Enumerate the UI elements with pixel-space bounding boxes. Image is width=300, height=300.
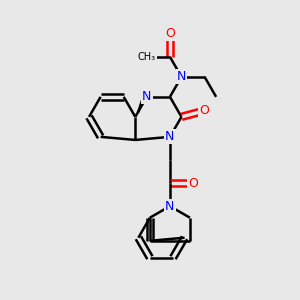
Text: N: N <box>165 200 175 213</box>
Text: N: N <box>165 130 175 143</box>
Text: N: N <box>177 70 186 83</box>
Text: O: O <box>199 104 209 117</box>
Text: O: O <box>188 177 198 190</box>
Text: O: O <box>165 27 175 40</box>
Text: CH₃: CH₃ <box>138 52 156 62</box>
Text: N: N <box>142 90 152 103</box>
